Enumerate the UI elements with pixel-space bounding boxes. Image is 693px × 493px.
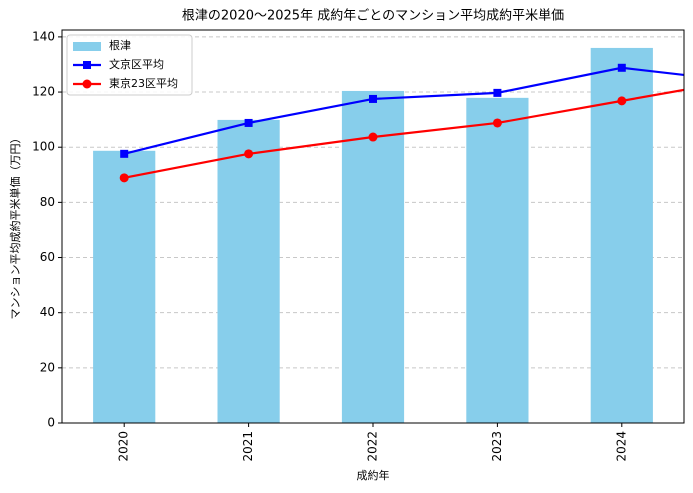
- y-tick-label: 40: [40, 305, 55, 319]
- marker: [119, 173, 129, 183]
- bar: [466, 97, 529, 423]
- y-tick-label: 20: [40, 360, 55, 374]
- chart-title: 根津の2020〜2025年 成約年ごとのマンション平均成約平米単価: [182, 8, 564, 24]
- legend-label: 根津: [109, 38, 131, 52]
- plot-frame: [61, 29, 685, 424]
- legend-label: 文京区平均: [109, 57, 164, 71]
- marker: [244, 149, 254, 159]
- x-tick-label: 2023: [490, 431, 504, 462]
- line: [123, 66, 684, 155]
- bar: [590, 47, 653, 423]
- marker: [120, 149, 129, 158]
- marker: [617, 63, 626, 72]
- legend-label: 東京23区平均: [109, 76, 178, 90]
- y-tick-label: 100: [32, 140, 55, 154]
- marker: [244, 118, 253, 127]
- bar: [341, 90, 405, 423]
- x-axis-label: 成約年: [357, 468, 390, 482]
- x-tick-label: 2024: [614, 431, 628, 462]
- marker: [369, 94, 377, 103]
- y-tick-label: 60: [40, 250, 55, 264]
- bar: [217, 119, 280, 423]
- legend-marker: [82, 79, 92, 89]
- x-tick-label: 2020: [117, 431, 131, 462]
- marker: [368, 132, 378, 142]
- x-tick-label: 2021: [241, 431, 255, 462]
- y-tick-label: 80: [40, 195, 55, 209]
- y-axis-label: マンション平均成約平米単価（万円）: [8, 133, 22, 320]
- legend-marker: [83, 61, 91, 69]
- line: [123, 88, 684, 179]
- marker: [492, 118, 502, 128]
- y-tick-label: 140: [32, 29, 55, 43]
- legend-swatch: [73, 42, 101, 51]
- marker: [617, 96, 627, 106]
- y-tick-label: 120: [32, 85, 55, 99]
- x-tick-label: 2022: [366, 431, 380, 462]
- y-tick-label: 0: [47, 416, 55, 430]
- marker: [493, 88, 502, 97]
- bar: [93, 150, 156, 423]
- plot-area: [93, 47, 684, 423]
